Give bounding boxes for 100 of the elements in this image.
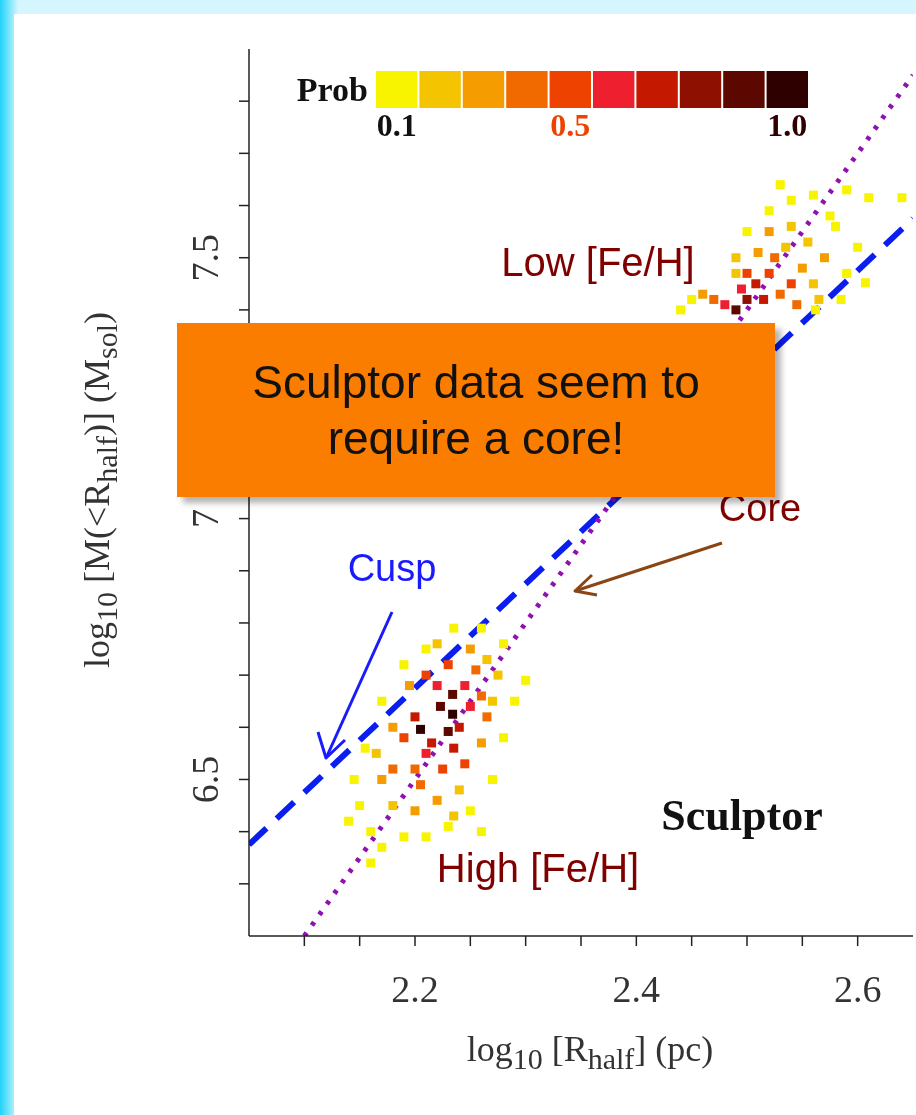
point	[499, 639, 509, 649]
point	[720, 300, 730, 310]
point	[377, 696, 387, 706]
point	[410, 806, 420, 816]
point	[454, 722, 464, 732]
point	[819, 253, 829, 263]
point	[731, 305, 741, 315]
point	[493, 670, 503, 680]
annotation: Low [Fe/H]	[501, 239, 695, 285]
point	[751, 279, 761, 289]
annotation: Sculptor data seem to require a core!	[251, 355, 701, 466]
point	[487, 774, 497, 784]
point	[421, 832, 431, 842]
point	[460, 681, 470, 691]
point	[764, 227, 774, 237]
point	[836, 294, 846, 304]
point	[487, 696, 497, 706]
point	[432, 795, 442, 805]
point	[698, 289, 708, 299]
y-tick-label: 6.5	[184, 755, 226, 804]
point	[465, 644, 475, 654]
point	[438, 764, 448, 774]
point	[709, 294, 719, 304]
point	[421, 644, 431, 654]
point	[759, 294, 769, 304]
point	[443, 726, 453, 736]
point	[803, 237, 813, 247]
point	[676, 305, 686, 315]
point	[811, 305, 821, 315]
point	[360, 743, 370, 753]
point	[731, 268, 741, 278]
point	[448, 689, 458, 699]
point	[449, 811, 459, 821]
point	[377, 842, 387, 852]
point	[860, 278, 870, 288]
point	[349, 774, 359, 784]
point	[355, 801, 365, 811]
point	[510, 696, 520, 706]
point	[388, 764, 398, 774]
point	[465, 701, 475, 711]
point	[792, 300, 802, 310]
point	[399, 660, 409, 670]
point	[432, 639, 442, 649]
point	[831, 221, 841, 231]
point	[753, 247, 763, 257]
point	[842, 268, 852, 278]
point	[432, 681, 442, 691]
point	[388, 801, 398, 811]
point	[742, 268, 752, 278]
legend-label: 0.1	[376, 107, 417, 143]
point	[797, 263, 807, 273]
point	[471, 665, 481, 675]
point	[842, 185, 852, 195]
point	[742, 227, 752, 237]
point	[366, 858, 376, 868]
point	[825, 211, 835, 221]
point	[388, 722, 398, 732]
point	[427, 738, 437, 748]
point	[416, 780, 426, 790]
point	[399, 733, 409, 743]
point	[377, 774, 387, 784]
point	[476, 827, 486, 837]
point	[448, 709, 458, 719]
point	[454, 785, 464, 795]
point	[435, 701, 445, 711]
point	[443, 660, 453, 670]
point	[521, 675, 531, 685]
point	[421, 748, 431, 758]
point	[742, 294, 752, 304]
point	[404, 681, 414, 691]
annotation: Cusp	[347, 546, 437, 590]
point	[775, 289, 785, 299]
note-box: Sculptor data seem to require a core!	[177, 323, 775, 497]
point	[764, 206, 774, 216]
point	[416, 724, 426, 734]
point	[687, 294, 697, 304]
point	[897, 193, 907, 203]
point	[482, 712, 492, 722]
x-tick-label: 2.6	[833, 968, 882, 1010]
point	[786, 279, 796, 289]
point	[476, 738, 486, 748]
point	[482, 654, 492, 664]
point	[476, 691, 486, 701]
point	[499, 733, 509, 743]
point	[410, 712, 420, 722]
point	[366, 827, 376, 837]
point	[736, 284, 746, 294]
point	[344, 816, 354, 826]
point	[786, 221, 796, 231]
annotation: Sculptor	[661, 789, 823, 841]
point	[814, 294, 824, 304]
legend-title: Prob	[296, 71, 368, 108]
y-tick-label: 7	[184, 509, 226, 529]
x-tick-label: 2.2	[391, 968, 439, 1010]
point	[465, 806, 475, 816]
point	[460, 759, 470, 769]
point	[808, 279, 818, 289]
point	[853, 242, 863, 252]
x-axis-title: log$_{10}$ [R$_{half}$] (pc)	[466, 1027, 714, 1077]
point	[449, 623, 459, 633]
